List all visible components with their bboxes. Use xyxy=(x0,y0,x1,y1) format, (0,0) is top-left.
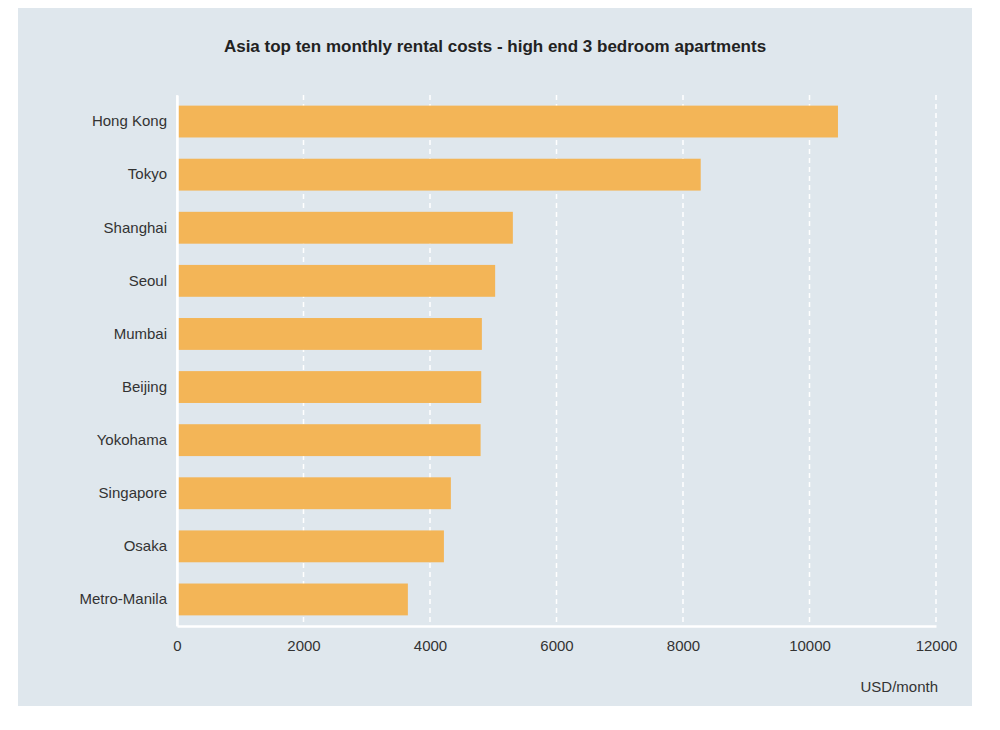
tick: 0 xyxy=(173,626,181,654)
tick: Yokohama xyxy=(97,431,177,448)
bar xyxy=(177,318,482,350)
grid-line xyxy=(176,95,178,626)
tick-label: Seoul xyxy=(129,272,167,289)
axis-line xyxy=(178,625,937,628)
bar xyxy=(177,159,701,191)
bar xyxy=(177,477,451,509)
background xyxy=(18,8,972,706)
tick: 10000 xyxy=(789,626,831,654)
bars xyxy=(177,106,838,616)
tick-label: 0 xyxy=(173,637,181,654)
bar xyxy=(177,106,838,138)
title: Asia top ten monthly rental costs - high… xyxy=(224,37,766,56)
tick-label: 12000 xyxy=(916,637,958,654)
tick: Hong Kong xyxy=(92,112,177,129)
tick-label: 4000 xyxy=(414,637,447,654)
tick: Mumbai xyxy=(114,325,177,342)
bar xyxy=(177,584,408,616)
tick-label: Mumbai xyxy=(114,325,167,342)
tick-label: Yokohama xyxy=(97,431,168,448)
tick: 6000 xyxy=(540,626,573,654)
tick: Singapore xyxy=(99,484,177,501)
tick-label: Tokyo xyxy=(128,165,167,182)
tick: 4000 xyxy=(414,626,447,654)
tick: Seoul xyxy=(129,272,177,289)
tick-label: Shanghai xyxy=(104,219,167,236)
tick: Metro-Manila xyxy=(79,590,177,607)
tick-label: 2000 xyxy=(287,637,320,654)
tick-label: Hong Kong xyxy=(92,112,167,129)
x-axis: 0 2000 4000 6000 8000 10000 12000 xyxy=(173,626,957,654)
tick-label: Osaka xyxy=(124,537,168,554)
tick: Shanghai xyxy=(104,219,177,236)
bar xyxy=(177,371,481,403)
tick-label: Singapore xyxy=(99,484,167,501)
tick-label: 6000 xyxy=(540,637,573,654)
bar xyxy=(177,212,513,244)
y-axis: Hong Kong Tokyo Shanghai Seoul Mumbai Beijing… xyxy=(79,96,177,627)
axis-line xyxy=(176,96,179,627)
tick: Tokyo xyxy=(128,165,177,182)
bar xyxy=(177,265,495,297)
tick-label: Beijing xyxy=(122,378,167,395)
tick: 2000 xyxy=(287,626,320,654)
tick: 8000 xyxy=(667,626,700,654)
axis-title: USD/month xyxy=(860,678,938,695)
chart: Asia top ten monthly rental costs - high… xyxy=(0,0,1000,730)
bar xyxy=(177,530,444,562)
tick: 12000 xyxy=(916,626,958,654)
tick: Osaka xyxy=(124,537,177,554)
tick-label: Metro-Manila xyxy=(79,590,167,607)
bar xyxy=(177,424,481,456)
grid-line xyxy=(809,95,811,626)
grid xyxy=(177,95,936,626)
tick: Beijing xyxy=(122,378,177,395)
grid-line xyxy=(935,95,937,626)
tick-label: 10000 xyxy=(789,637,831,654)
tick-label: 8000 xyxy=(667,637,700,654)
